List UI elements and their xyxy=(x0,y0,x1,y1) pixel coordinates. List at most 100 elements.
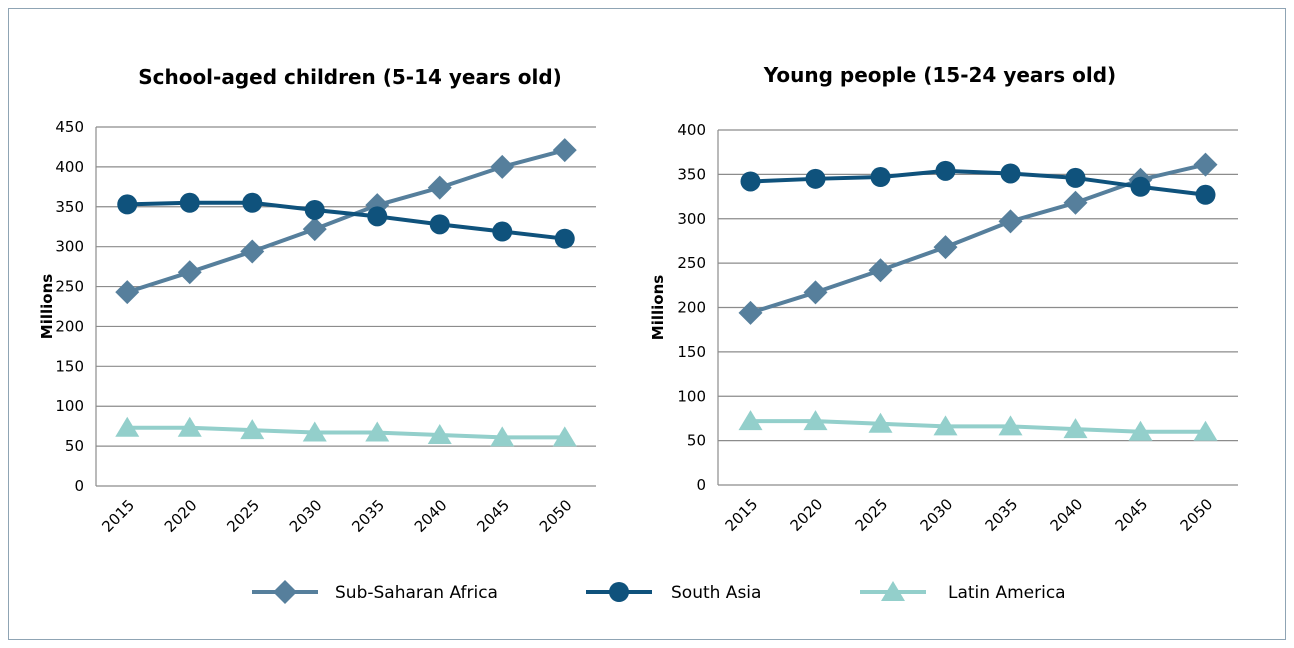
data-point xyxy=(304,199,325,220)
chart-1: School-aged children (5-14 years old) Mil… xyxy=(38,65,596,536)
data-point xyxy=(1000,163,1021,184)
legend-triangle-marker xyxy=(881,581,905,601)
data-point xyxy=(805,168,826,189)
y-tick-label: 300 xyxy=(677,210,706,228)
data-point xyxy=(803,280,828,305)
y-tick-label: 150 xyxy=(55,357,84,375)
data-point xyxy=(933,415,958,436)
y-tick-label: 0 xyxy=(696,476,706,494)
x-tick-label: 2050 xyxy=(536,496,576,536)
x-tick-label: 2015 xyxy=(98,496,138,536)
legend-item-south-asia: South Asia xyxy=(586,582,761,603)
data-point xyxy=(115,280,140,305)
data-point xyxy=(870,167,891,188)
data-point xyxy=(935,160,956,181)
data-point xyxy=(177,260,202,285)
series-south-asia xyxy=(117,192,575,249)
legend-label: Sub-Saharan Africa xyxy=(335,583,498,603)
data-point xyxy=(429,214,450,235)
y-tick-label: 350 xyxy=(55,198,84,216)
data-point xyxy=(427,175,452,200)
data-point xyxy=(1193,152,1218,177)
y-tick-label: 300 xyxy=(55,238,84,256)
y-tick-label: 350 xyxy=(677,165,706,183)
x-tick-label: 2020 xyxy=(787,495,827,535)
data-point xyxy=(740,171,761,192)
x-tick-label: 2040 xyxy=(1047,495,1087,535)
data-point xyxy=(177,416,202,437)
legend-item-sub-saharan-africa: Sub-Saharan Africa xyxy=(252,580,498,604)
x-tick-label: 2015 xyxy=(722,495,762,535)
data-point xyxy=(552,138,577,163)
data-point xyxy=(554,228,575,249)
data-point xyxy=(803,410,828,431)
legend-label: Latin America xyxy=(948,583,1066,603)
data-point xyxy=(492,221,513,242)
y-tick-label: 250 xyxy=(677,254,706,272)
legend-label: South Asia xyxy=(671,583,761,603)
series-line xyxy=(127,200,565,241)
data-point xyxy=(738,300,763,325)
data-point xyxy=(1065,167,1086,188)
data-point xyxy=(868,412,893,433)
legend-diamond-marker xyxy=(273,580,297,604)
series-latin-america xyxy=(738,410,1218,441)
x-tick-label: 2050 xyxy=(1177,495,1217,535)
y-axis-label: Millions xyxy=(649,275,667,340)
chart-2: Young people (15-24 years old) Millions 0 5… xyxy=(649,63,1238,535)
figure-frame xyxy=(8,8,1286,640)
x-tick-label: 2045 xyxy=(473,496,513,536)
data-point xyxy=(117,194,138,215)
data-point xyxy=(302,421,327,442)
data-point xyxy=(1195,184,1216,205)
data-point xyxy=(490,154,515,179)
data-point xyxy=(552,426,577,447)
data-point xyxy=(1130,176,1151,197)
series-sub-saharan-africa xyxy=(115,138,577,305)
chart-title: Young people (15-24 years old) xyxy=(763,63,1116,87)
series-south-asia xyxy=(740,160,1216,205)
y-tick-label: 250 xyxy=(55,278,84,296)
data-point xyxy=(242,192,263,213)
data-point xyxy=(998,415,1023,436)
data-point xyxy=(490,426,515,447)
legend: Sub-Saharan Africa South Asia Latin Americ… xyxy=(252,580,1066,604)
series-latin-america xyxy=(115,416,577,447)
x-tick-label: 2020 xyxy=(161,496,201,536)
series-line xyxy=(750,419,1206,434)
x-tick-label: 2025 xyxy=(223,496,263,536)
y-tick-label: 100 xyxy=(55,397,84,415)
data-point xyxy=(302,217,327,242)
x-tick-label: 2035 xyxy=(348,496,388,536)
y-tick-label: 400 xyxy=(55,158,84,176)
data-point xyxy=(1063,190,1088,215)
y-tick-label: 0 xyxy=(74,477,84,495)
y-tick-label: 50 xyxy=(65,437,84,455)
series-line xyxy=(750,168,1206,197)
x-tick-label: 2030 xyxy=(917,495,957,535)
series-line xyxy=(127,425,565,440)
legend-circle-marker xyxy=(609,582,629,602)
data-point xyxy=(998,209,1023,234)
data-point xyxy=(365,421,390,442)
y-tick-label: 100 xyxy=(677,387,706,405)
data-point xyxy=(115,416,140,437)
y-tick-label: 200 xyxy=(55,317,84,335)
series-line xyxy=(126,148,566,295)
data-point xyxy=(1193,420,1218,441)
y-tick-label: 450 xyxy=(55,118,84,136)
data-point xyxy=(367,206,388,227)
x-tick-label: 2030 xyxy=(286,496,326,536)
x-tick-label: 2040 xyxy=(411,496,451,536)
data-point xyxy=(179,192,200,213)
x-tick-label: 2035 xyxy=(982,495,1022,535)
data-point xyxy=(240,419,265,440)
x-tick-label: 2045 xyxy=(1112,495,1152,535)
y-tick-label: 150 xyxy=(677,343,706,361)
data-point xyxy=(240,239,265,264)
x-tick-label: 2025 xyxy=(852,495,892,535)
y-tick-label: 400 xyxy=(677,121,706,139)
y-axis-label: Millions xyxy=(38,274,56,339)
data-point xyxy=(1128,420,1153,441)
